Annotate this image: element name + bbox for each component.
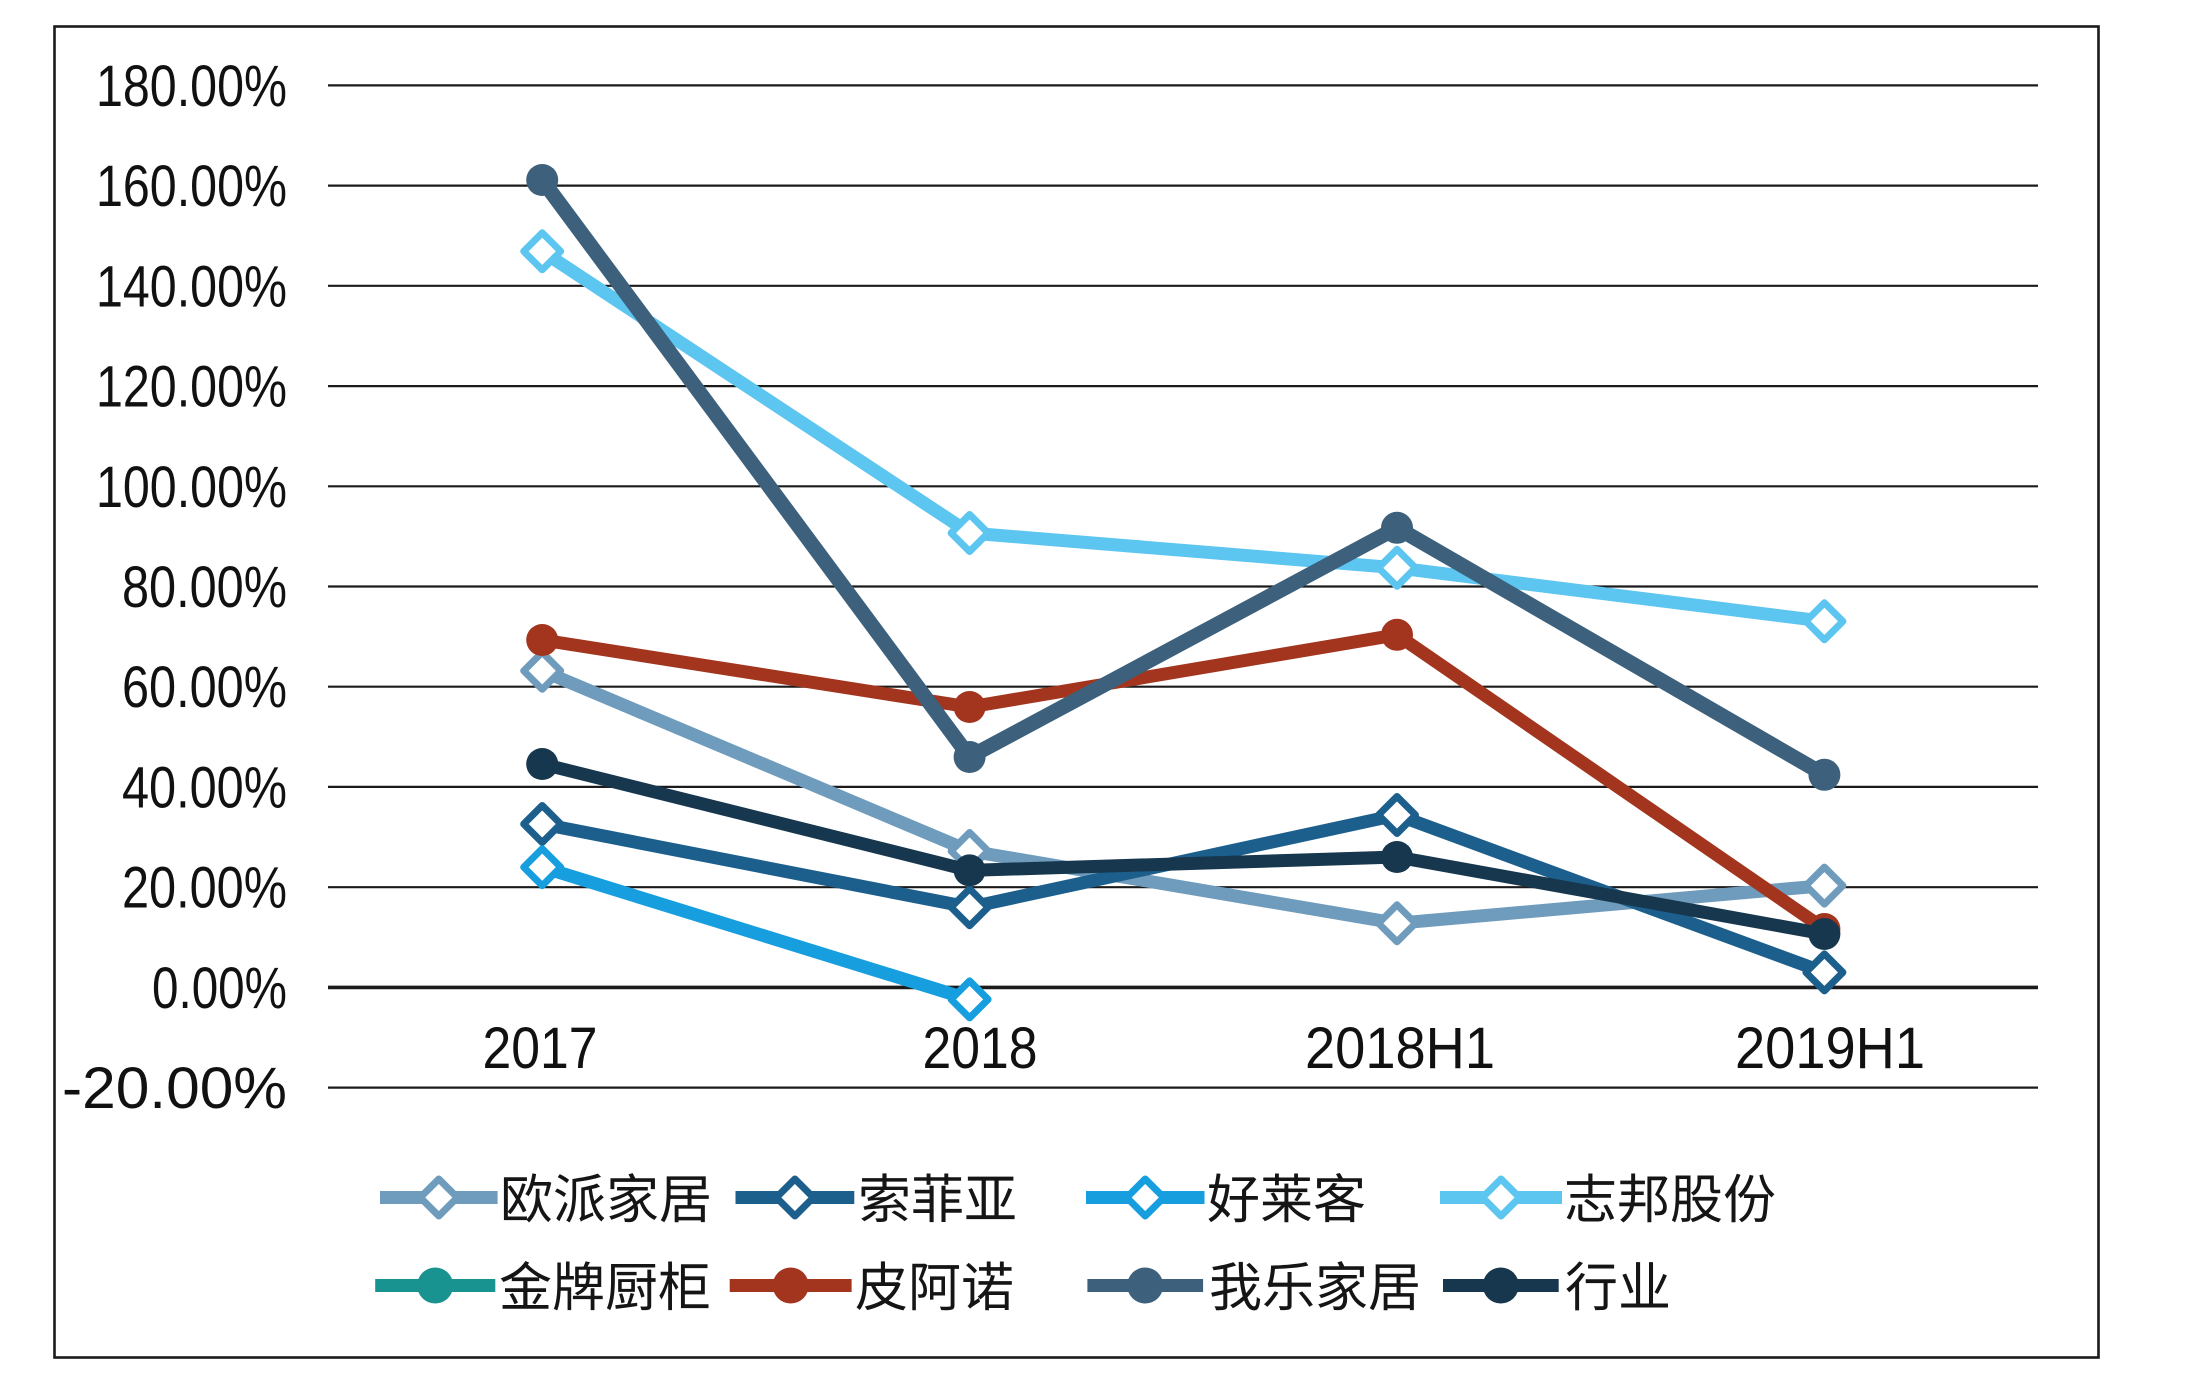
svg-text:80.00%: 80.00%: [122, 555, 287, 620]
svg-text:20.00%: 20.00%: [122, 856, 287, 921]
svg-text:0.00%: 0.00%: [152, 956, 287, 1021]
svg-text:2018H1: 2018H1: [1305, 1016, 1495, 1081]
svg-text:2019H1: 2019H1: [1735, 1016, 1925, 1081]
svg-text:60.00%: 60.00%: [122, 655, 287, 720]
svg-text:160.00%: 160.00%: [96, 154, 287, 219]
svg-text:120.00%: 120.00%: [96, 355, 287, 420]
svg-text:40.00%: 40.00%: [122, 755, 287, 820]
svg-text:2017: 2017: [483, 1016, 598, 1081]
svg-text:140.00%: 140.00%: [96, 254, 287, 319]
svg-text:2018: 2018: [923, 1016, 1038, 1081]
svg-text:180.00%: 180.00%: [96, 54, 287, 119]
svg-text:-20.00%: -20.00%: [62, 1056, 287, 1121]
svg-text:100.00%: 100.00%: [96, 455, 287, 520]
